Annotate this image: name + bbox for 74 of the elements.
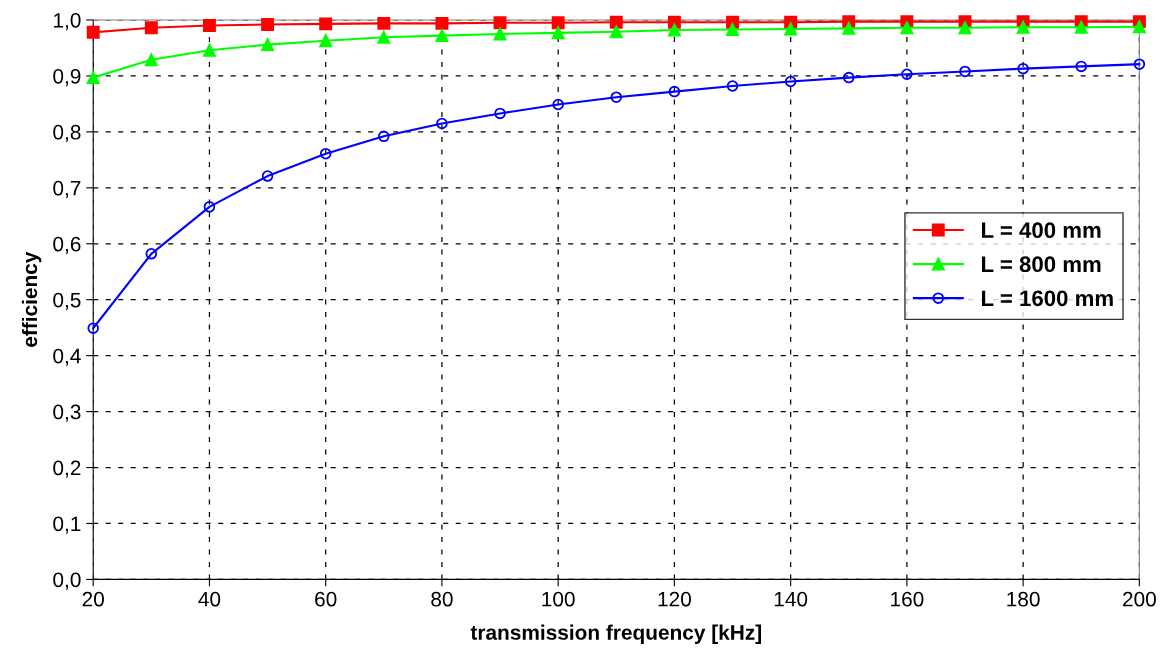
point: [610, 91, 623, 103]
x-tick-label: 120: [658, 591, 691, 607]
point: [436, 117, 448, 130]
y-tick-label: 0,5: [53, 292, 81, 310]
legend-label: L = 400 mm: [981, 222, 1101, 239]
y-tick-label: 0,3: [53, 404, 81, 422]
y-tick-label: 0,9: [53, 68, 81, 87]
point: [319, 17, 333, 31]
point: [609, 25, 623, 39]
point: [202, 43, 216, 57]
y-tick-label: 0,0: [53, 572, 81, 590]
point: [901, 68, 913, 81]
x-tick-label: 160: [891, 591, 924, 607]
y-tick-label: 0,7: [53, 180, 81, 199]
point: [1075, 60, 1088, 73]
point: [843, 71, 855, 84]
legend-label: L = 800 mm: [981, 256, 1101, 273]
x-tick-label: 140: [774, 591, 808, 607]
point: [261, 17, 275, 31]
point: [668, 85, 681, 98]
y-tick-label: 0,6: [53, 236, 81, 254]
legend-label: L = 1600 mm: [981, 290, 1113, 307]
point: [551, 26, 565, 40]
point: [261, 170, 274, 182]
point: [609, 15, 623, 29]
point: [493, 27, 507, 41]
y-tick-label: 0,4: [53, 348, 81, 366]
y-tick-label: 0,1: [53, 516, 81, 534]
point: [144, 53, 158, 67]
point: [1016, 20, 1030, 34]
point: [145, 248, 158, 260]
point: [900, 21, 914, 35]
x-tick-label: 180: [1007, 591, 1040, 607]
point: [203, 201, 216, 213]
point: [842, 21, 856, 35]
point: [958, 21, 972, 35]
y-tick-label: 1,0: [54, 12, 81, 31]
point: [435, 16, 449, 30]
point: [86, 25, 100, 39]
x-tick-label: 80: [431, 591, 453, 607]
point: [378, 130, 390, 143]
point: [202, 19, 216, 33]
point: [86, 71, 100, 85]
point: [319, 147, 332, 160]
point: [1132, 20, 1146, 34]
x-tick-label: 100: [542, 591, 575, 607]
point: [319, 34, 333, 48]
point: [551, 16, 565, 30]
point: [667, 23, 681, 37]
point: [1017, 62, 1029, 75]
x-tick-label: 20: [82, 591, 104, 607]
point: [784, 22, 798, 36]
x-tick-label: 60: [315, 591, 337, 607]
y-axis-title: efficiency: [21, 251, 42, 347]
x-tick-label: 200: [1123, 591, 1156, 607]
point: [959, 65, 971, 78]
y-tick-label: 0,8: [53, 124, 81, 143]
point: [261, 38, 275, 52]
x-tick-label: 40: [198, 591, 221, 607]
x-axis-title: transmission frequency [kHz]: [470, 624, 761, 644]
point: [377, 30, 391, 44]
point: [784, 75, 797, 88]
point: [1074, 20, 1088, 34]
point: [494, 107, 506, 120]
point: [435, 29, 449, 43]
point: [377, 16, 391, 30]
point: [493, 16, 507, 30]
point: [726, 23, 739, 36]
point: [87, 322, 99, 334]
point: [726, 80, 739, 92]
y-tick-label: 0,2: [53, 460, 81, 478]
point: [1133, 58, 1146, 70]
point: [144, 21, 158, 35]
point: [552, 98, 564, 111]
